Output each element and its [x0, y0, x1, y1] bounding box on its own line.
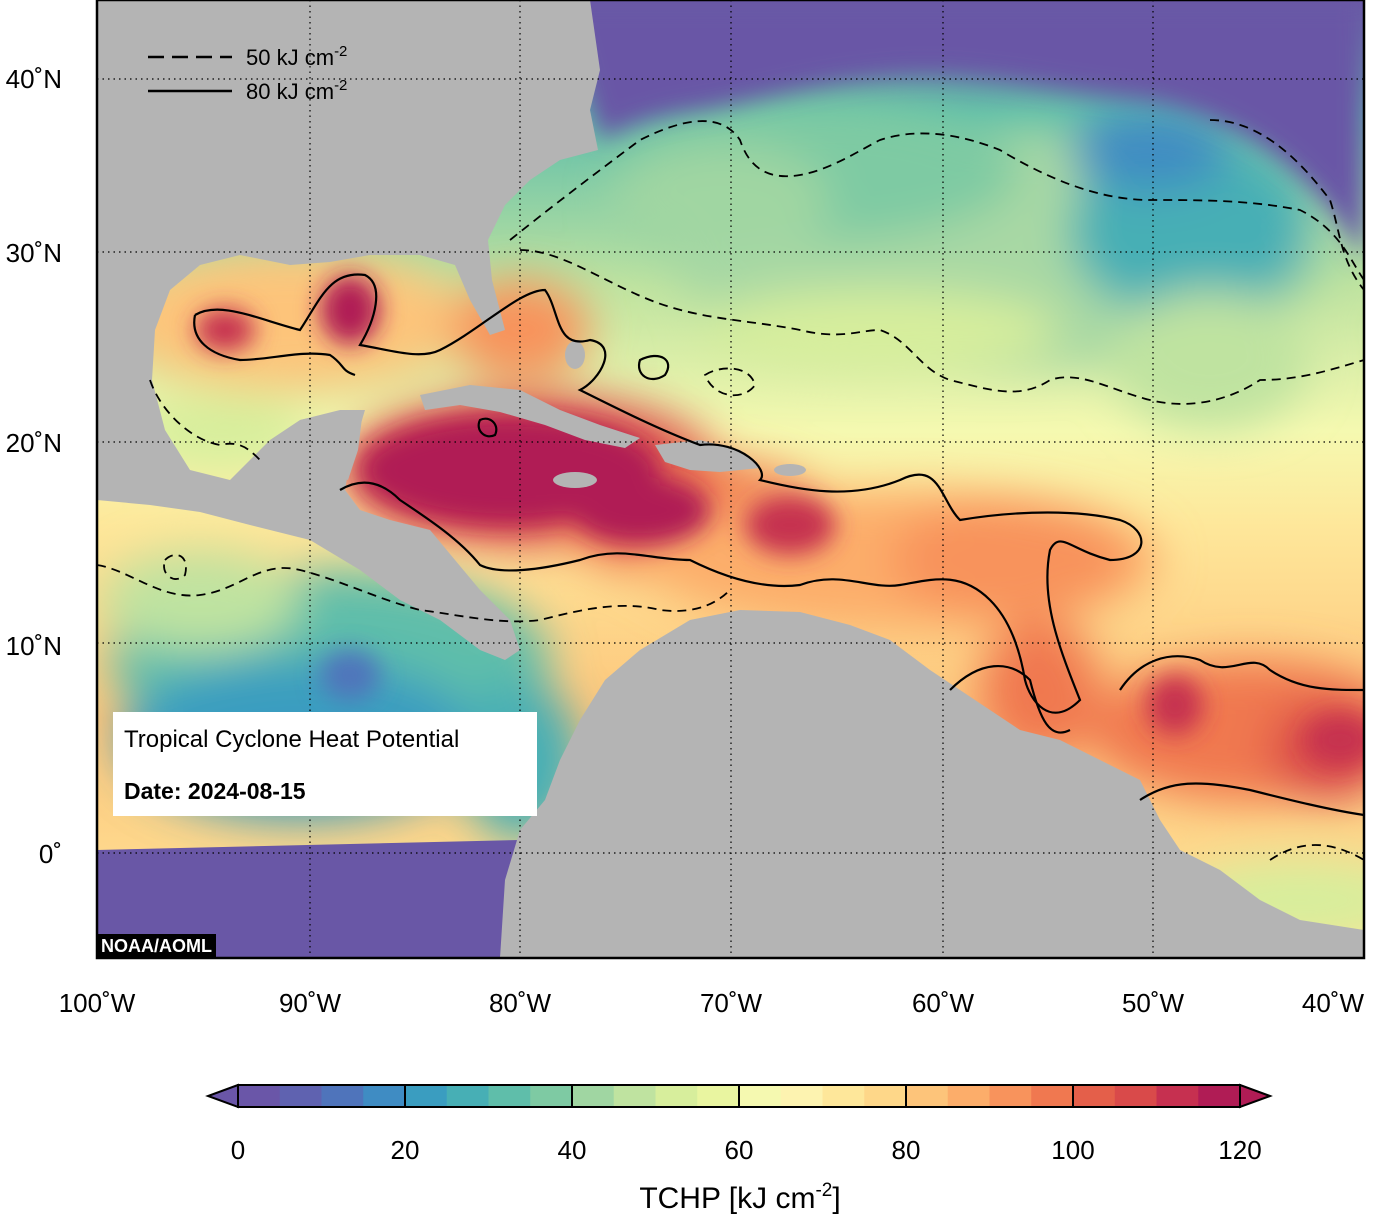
land-south-america: [500, 610, 1364, 958]
colorbar-tick-label: 20: [391, 1135, 420, 1165]
colorbar-cell: [572, 1085, 615, 1107]
colorbar-cell: [697, 1085, 740, 1107]
lon-tick-label: 60˚W: [912, 988, 975, 1018]
lon-tick-label: 100˚W: [59, 988, 136, 1018]
contour-legend-80: 80 kJ cm-2: [246, 77, 347, 104]
colorbar-cell: [1198, 1085, 1241, 1107]
colorbar-cell: [363, 1085, 406, 1107]
map-date: Date: 2024-08-15: [124, 778, 306, 804]
land: [97, 0, 1364, 958]
colorbar-cell: [1114, 1085, 1157, 1107]
colorbar-cell: [1031, 1085, 1074, 1107]
colorbar-tick-label: 0: [231, 1135, 245, 1165]
lon-tick-label: 90˚W: [279, 988, 342, 1018]
colorbar-cell: [405, 1085, 448, 1107]
contour-80: [193, 273, 1364, 817]
colorbar-cell: [238, 1085, 281, 1107]
contour-legend-50: 50 kJ cm-2: [246, 43, 347, 70]
colorbar-cell: [613, 1085, 656, 1107]
lat-tick-label: 30˚N: [6, 238, 62, 268]
lat-tick-labels: 40˚N 30˚N 20˚N 10˚N 0˚: [6, 64, 62, 869]
colorbar-cells: [205, 1083, 1273, 1109]
colorbar-cell: [655, 1085, 698, 1107]
lat-tick-label: 40˚N: [6, 64, 62, 94]
colorbar-tick-label: 120: [1218, 1135, 1261, 1165]
info-box: Tropical Cyclone Heat Potential Date: 20…: [113, 712, 537, 816]
contour-50: [97, 119, 1364, 861]
colorbar-tick-label: 40: [558, 1135, 587, 1165]
colorbar-tick-label: 60: [725, 1135, 754, 1165]
colorbar-cell: [446, 1085, 489, 1107]
colorbar-max-arrow: [1239, 1083, 1273, 1109]
colorbar: 0 20 40 60 80 100 120 TCHP [kJ cm-2]: [205, 1083, 1273, 1215]
map-title: Tropical Cyclone Heat Potential: [124, 726, 460, 753]
colorbar-cell: [780, 1085, 823, 1107]
colorbar-cell: [1073, 1085, 1116, 1107]
tchp-field: 50 kJ cm-2 80 kJ cm-2: [97, 0, 1364, 958]
lon-tick-label: 70˚W: [700, 988, 763, 1018]
colorbar-tick-label: 100: [1051, 1135, 1094, 1165]
colorbar-cell: [530, 1085, 573, 1107]
colorbar-ticks: 0 20 40 60 80 100 120: [231, 1085, 1262, 1165]
lat-tick-label: 20˚N: [6, 428, 62, 458]
lon-tick-label: 40˚W: [1302, 988, 1365, 1018]
credit-label: NOAA/AOML: [97, 934, 216, 958]
colorbar-cell: [864, 1085, 907, 1107]
lon-tick-label: 50˚W: [1122, 988, 1185, 1018]
colorbar-label: TCHP [kJ cm-2]: [639, 1180, 840, 1215]
colorbar-cell: [739, 1085, 782, 1107]
colorbar-cell: [321, 1085, 364, 1107]
colorbar-cell: [989, 1085, 1032, 1107]
cold-water-north: [97, 0, 1364, 260]
cold-water-pacific: [97, 840, 520, 958]
map-frame: [95, 0, 1366, 960]
colorbar-cell: [279, 1085, 322, 1107]
contour-legend: 50 kJ cm-2 80 kJ cm-2: [148, 43, 347, 104]
colorbar-tick-label: 80: [892, 1135, 921, 1165]
lat-tick-label: 0˚: [39, 839, 62, 869]
land-yucatan: [300, 412, 362, 480]
colorbar-min-arrow: [205, 1083, 239, 1109]
colorbar-cell: [488, 1085, 531, 1107]
colorbar-cell: [906, 1085, 949, 1107]
lon-tick-labels: 100˚W 90˚W 80˚W 70˚W 60˚W 50˚W 40˚W: [59, 988, 1365, 1018]
land-north-america: [97, 0, 600, 660]
land-hispaniola: [655, 440, 760, 472]
lon-tick-label: 80˚W: [489, 988, 552, 1018]
colorbar-cell: [822, 1085, 865, 1107]
colorbar-cell: [947, 1085, 990, 1107]
land-jamaica: [553, 472, 597, 488]
lat-tick-label: 10˚N: [6, 631, 62, 661]
colorbar-cell: [1156, 1085, 1199, 1107]
land-cuba: [420, 385, 640, 448]
land-puerto-rico: [774, 464, 806, 476]
